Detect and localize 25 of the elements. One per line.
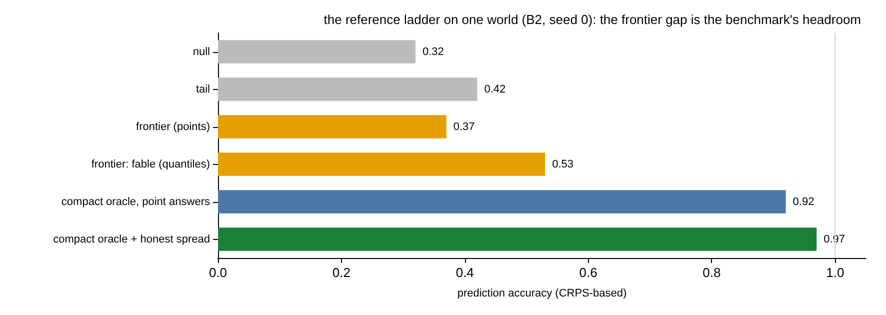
data-label: 0.37 [453,120,475,133]
bar [218,228,817,251]
bar [218,40,416,64]
y-tick-label: compact oracle + honest spread [53,233,210,246]
x-tick-label: 0.0 [208,265,228,280]
bar [218,115,446,138]
data-label: 0.42 [484,83,506,96]
x-axis-title: prediction accuracy (CRPS-based) [457,288,627,300]
y-tick-label: null [192,46,210,58]
data-label: 0.32 [422,46,444,58]
x-tick-label: 0.6 [579,265,598,280]
y-tick-label: compact oracle, point answers [61,196,210,208]
y-tick-label: tail [196,83,210,96]
y-tick-label: frontier: fable (quantiles) [91,158,210,170]
x-tick-label: 0.4 [456,265,474,280]
x-tick-label: 0.8 [702,265,721,280]
data-label: 0.53 [552,158,574,170]
x-tick-label: 0.2 [332,265,350,280]
x-tick-label: 1.0 [826,265,844,280]
chart-title: the reference ladder on one world (B2, seed 0): the frontier gap is the benchmark's headroom [324,12,861,27]
bar [218,78,478,101]
data-label: 0.92 [792,196,814,208]
y-tick-label: frontier (points) [136,120,210,133]
bar [218,152,546,176]
bar [218,190,786,214]
